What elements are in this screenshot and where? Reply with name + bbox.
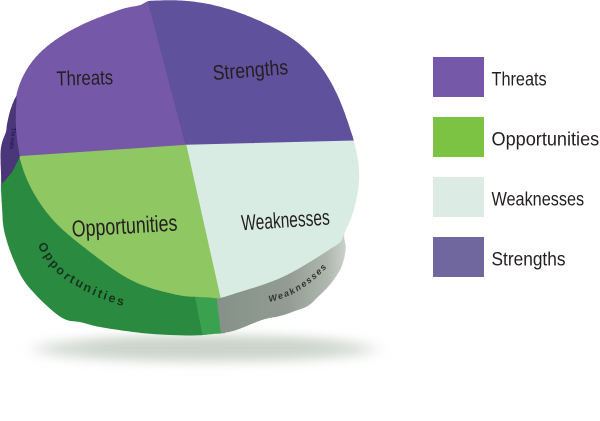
svg-text:Weaknesses: Weaknesses xyxy=(240,205,330,236)
svg-text:Strengths: Strengths xyxy=(492,248,566,270)
svg-text:Opportunities: Opportunities xyxy=(71,210,178,242)
svg-text:Threats: Threats xyxy=(8,128,16,151)
svg-text:Threats: Threats xyxy=(56,66,113,90)
svg-text:Threats: Threats xyxy=(492,68,547,90)
svg-text:Opportunities: Opportunities xyxy=(492,128,600,150)
svg-text:Weaknesses: Weaknesses xyxy=(492,188,585,210)
